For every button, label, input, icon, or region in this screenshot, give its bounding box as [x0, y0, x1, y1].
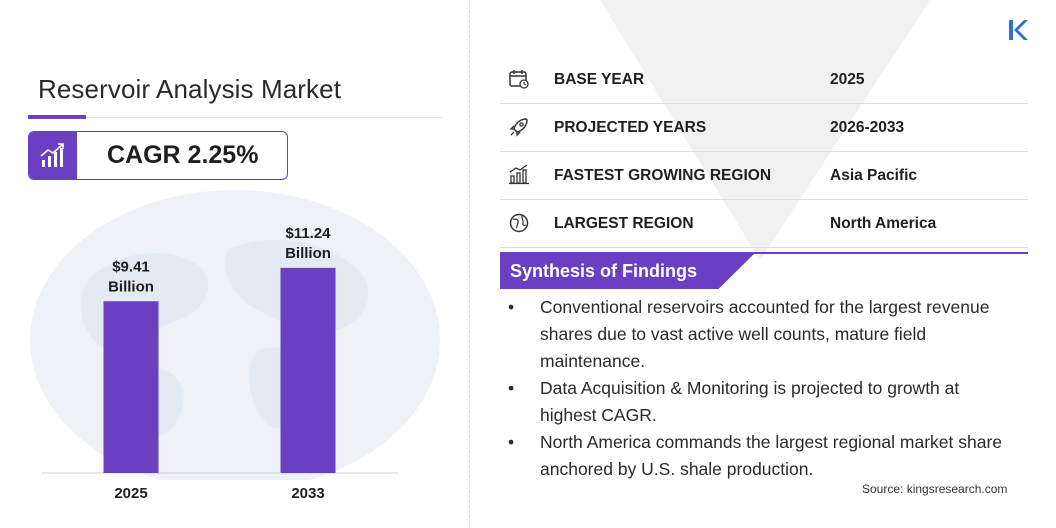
- finding-text: North America commands the largest regio…: [540, 432, 1003, 479]
- synthesis-title: Synthesis of Findings: [510, 261, 698, 281]
- info-label: LARGEST REGION: [554, 215, 694, 232]
- info-value: 2025: [830, 71, 865, 88]
- calendar-icon: [509, 70, 529, 89]
- info-value: 2026-2033: [830, 119, 905, 136]
- kings-research-logo[interactable]: [1006, 18, 1030, 42]
- growth-region-icon: [509, 164, 529, 185]
- info-value: North America: [830, 215, 937, 232]
- info-row-fastest-region: FASTEST GROWING REGION Asia Pacific: [500, 152, 1028, 200]
- cagr-badge: CAGR 2.25%: [28, 131, 288, 180]
- title-accent-bar: [28, 115, 86, 119]
- x-tick-label-2025: 2025: [114, 485, 147, 502]
- x-tick-label-2033: 2033: [291, 485, 324, 502]
- info-label: FASTEST GROWING REGION: [554, 167, 772, 184]
- synthesis-header: Synthesis of Findings: [500, 252, 1028, 289]
- info-row-projected-years: PROJECTED YEARS 2026-2033: [500, 104, 1028, 152]
- data-label-2025-line2: Billion: [108, 278, 154, 295]
- findings-list: • Conventional reservoirs accounted for …: [508, 294, 1008, 483]
- info-value: Asia Pacific: [830, 167, 918, 184]
- growth-chart-icon: [40, 143, 64, 167]
- bar-chart-svg: $9.41 Billion 2025 $11.24 Billion 2033: [42, 225, 398, 502]
- bullet-marker: •: [508, 297, 515, 317]
- synthesis-tab: [500, 254, 754, 289]
- list-item: • Conventional reservoirs accounted for …: [508, 294, 1008, 375]
- bullet-marker: •: [508, 432, 515, 452]
- data-label-2033-line2: Billion: [285, 245, 331, 262]
- list-item: • Data Acquisition & Monitoring is proje…: [508, 375, 1008, 429]
- finding-text: Data Acquisition & Monitoring is project…: [540, 378, 960, 425]
- title-divider: [28, 117, 442, 118]
- list-item: • North America commands the largest reg…: [508, 429, 1008, 483]
- report-info-table: BASE YEAR 2025 PROJECTED YEARS 2026-2033…: [500, 56, 1028, 248]
- finding-text: Conventional reservoirs accounted for th…: [540, 297, 990, 371]
- cagr-icon-background: [29, 132, 77, 179]
- market-size-chart: $9.41 Billion 2025 $11.24 Billion 2033: [28, 190, 442, 510]
- bar-2025: [103, 301, 159, 473]
- bar-2033: [280, 267, 336, 473]
- info-row-largest-region: LARGEST REGION North America: [500, 200, 1028, 248]
- globe-icon: [509, 213, 529, 233]
- source-note: Source: kingsresearch.com: [862, 482, 1008, 496]
- background-triangle: [600, 0, 930, 260]
- bullet-marker: •: [508, 378, 515, 398]
- page-title: Reservoir Analysis Market: [38, 74, 342, 104]
- section-divider: [469, 0, 470, 528]
- rocket-icon: [509, 118, 528, 137]
- cagr-value: CAGR 2.25%: [107, 141, 259, 169]
- info-label: BASE YEAR: [554, 71, 645, 88]
- info-label: PROJECTED YEARS: [554, 119, 707, 136]
- data-label-2033-line1: $11.24: [285, 225, 331, 242]
- data-label-2025-line1: $9.41: [112, 258, 150, 275]
- info-row-base-year: BASE YEAR 2025: [500, 56, 1028, 104]
